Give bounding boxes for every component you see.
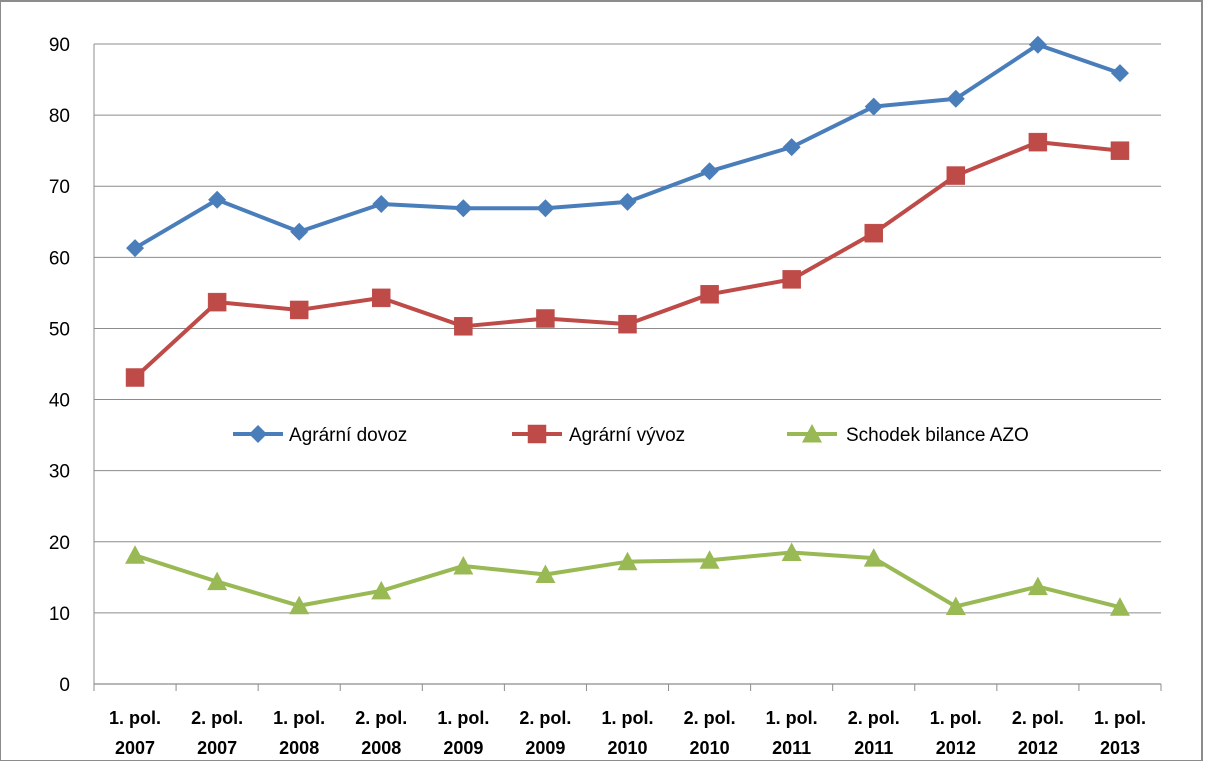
- data-point: [207, 292, 227, 312]
- x-tick-label: 1. pol.: [109, 708, 161, 728]
- legend-marker: [249, 425, 267, 443]
- data-point: [864, 97, 883, 116]
- data-point: [699, 550, 720, 569]
- x-tick-label: 2. pol.: [355, 708, 407, 728]
- data-point: [536, 309, 555, 328]
- data-point: [1028, 35, 1047, 54]
- x-tick-label: 2. pol.: [191, 708, 243, 728]
- y-tick-label: 30: [49, 462, 70, 483]
- data-point: [700, 162, 719, 181]
- x-tick-label: 1. pol.: [930, 708, 982, 728]
- x-tick-label: 2011: [772, 738, 811, 758]
- x-tick-label: 2. pol.: [848, 708, 900, 728]
- x-tick-label: 2012: [1018, 738, 1058, 758]
- data-point: [781, 542, 802, 561]
- data-point: [207, 571, 228, 591]
- y-tick-label: 20: [49, 533, 70, 554]
- data-point: [289, 300, 309, 320]
- x-tick-label: 2008: [279, 738, 319, 758]
- legend-label: Agrární dovoz: [289, 425, 407, 446]
- data-point: [782, 138, 801, 157]
- data-point: [453, 555, 474, 575]
- data-point: [371, 580, 392, 600]
- x-tick-label: 1. pol.: [273, 708, 325, 728]
- y-tick-label: 40: [49, 391, 70, 412]
- data-point: [946, 89, 965, 108]
- x-tick-label: 2007: [115, 738, 155, 758]
- data-point: [372, 288, 391, 308]
- data-point: [535, 564, 556, 583]
- data-point: [125, 545, 146, 564]
- data-point: [1110, 64, 1129, 83]
- data-point: [1110, 141, 1130, 160]
- data-point: [454, 317, 473, 336]
- x-tick-label: 2009: [443, 738, 483, 758]
- y-tick-label: 70: [49, 177, 70, 198]
- y-tick-label: 90: [49, 35, 70, 56]
- data-point: [782, 270, 801, 289]
- series-line: [134, 42, 1121, 250]
- series-line: [133, 140, 1121, 379]
- data-point: [617, 551, 638, 571]
- data-point: [126, 239, 145, 258]
- data-point: [290, 222, 309, 241]
- x-tick-label: 2. pol.: [519, 708, 571, 728]
- legend-label: Agrární vývoz: [569, 425, 685, 446]
- data-point: [945, 596, 966, 615]
- data-point: [864, 223, 883, 243]
- x-tick-label: 2009: [525, 738, 565, 758]
- x-tick-label: 2011: [854, 738, 893, 758]
- x-tick-label: 1. pol.: [766, 708, 818, 728]
- data-point: [454, 199, 473, 218]
- x-tick-label: 2. pol.: [1012, 708, 1064, 728]
- x-tick-label: 2. pol.: [684, 708, 736, 728]
- data-point: [289, 595, 310, 615]
- legend-marker: [802, 424, 822, 443]
- y-tick-label: 10: [49, 604, 70, 625]
- data-point: [946, 166, 966, 185]
- x-tick-label: 2010: [607, 738, 647, 758]
- data-point: [863, 548, 884, 567]
- data-point: [618, 192, 637, 211]
- y-tick-label: 50: [49, 319, 70, 340]
- data-point: [372, 195, 391, 213]
- data-point: [1109, 597, 1130, 616]
- data-point: [208, 190, 227, 209]
- y-tick-label: 80: [49, 106, 70, 127]
- data-point: [700, 285, 719, 304]
- data-point: [1028, 132, 1048, 152]
- data-point: [125, 368, 145, 387]
- x-tick-label: 1. pol.: [601, 708, 653, 728]
- x-tick-label: 2007: [197, 738, 237, 758]
- data-point: [618, 314, 637, 334]
- y-tick-label: 0: [59, 675, 70, 696]
- x-tick-label: 2012: [936, 738, 976, 758]
- x-tick-label: 2010: [690, 738, 730, 758]
- x-tick-label: 2008: [361, 738, 401, 758]
- legend-marker: [527, 424, 547, 444]
- y-tick-label: 60: [49, 248, 70, 269]
- x-tick-label: 1. pol.: [1094, 708, 1146, 728]
- legend-label: Schodek bilance AZO: [846, 425, 1029, 446]
- data-point: [536, 199, 555, 218]
- x-tick-label: 2013: [1100, 738, 1140, 758]
- data-point: [1027, 576, 1048, 596]
- x-tick-label: 1. pol.: [437, 708, 489, 728]
